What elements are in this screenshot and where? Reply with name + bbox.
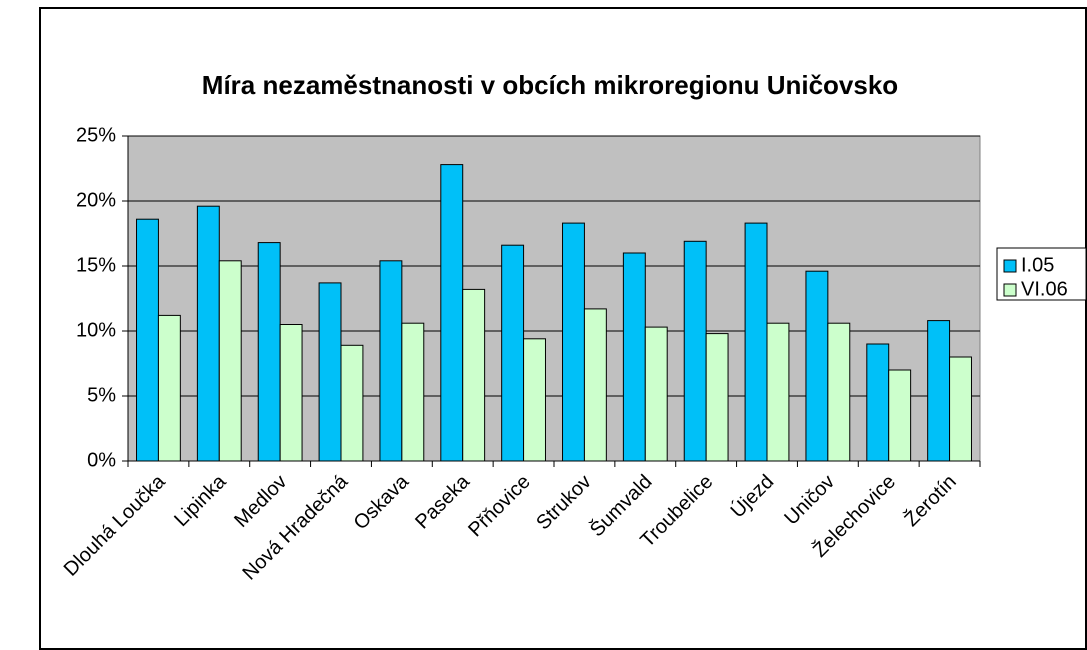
y-tick-label: 20% bbox=[76, 189, 116, 211]
bar bbox=[340, 344, 364, 462]
legend-swatch bbox=[1003, 259, 1017, 273]
bar bbox=[622, 252, 646, 462]
y-tick-label: 15% bbox=[76, 254, 116, 276]
legend-label: I.05 bbox=[1021, 254, 1054, 276]
y-tick-label: 5% bbox=[87, 384, 116, 406]
bar bbox=[949, 356, 972, 462]
bar bbox=[462, 288, 486, 462]
bar bbox=[766, 322, 790, 462]
chart-title: Míra nezaměstnanosti v obcích mikroregio… bbox=[202, 70, 898, 100]
bar bbox=[827, 322, 851, 462]
bar bbox=[257, 242, 281, 462]
bar bbox=[440, 164, 464, 462]
bar bbox=[583, 308, 607, 462]
bar bbox=[683, 240, 707, 462]
bar bbox=[136, 218, 159, 462]
y-tick-label: 0% bbox=[87, 449, 116, 471]
bar bbox=[927, 320, 951, 462]
bar bbox=[888, 369, 912, 462]
bar bbox=[157, 314, 181, 462]
bar bbox=[523, 338, 546, 462]
bar bbox=[401, 322, 425, 462]
y-tick-label: 10% bbox=[76, 319, 116, 341]
bar bbox=[218, 260, 242, 462]
bar bbox=[196, 205, 220, 462]
bar bbox=[644, 326, 668, 462]
bar bbox=[379, 260, 403, 462]
bar bbox=[562, 222, 585, 462]
legend-swatch bbox=[1003, 283, 1017, 297]
bar bbox=[744, 222, 768, 462]
bar bbox=[279, 324, 303, 462]
y-tick-label: 25% bbox=[76, 124, 116, 146]
bar bbox=[805, 270, 829, 462]
bar bbox=[705, 333, 729, 462]
bar bbox=[501, 244, 525, 462]
bar bbox=[866, 343, 890, 462]
plot-area bbox=[127, 135, 981, 462]
bar bbox=[318, 282, 342, 462]
legend-label: VI.06 bbox=[1021, 278, 1068, 300]
